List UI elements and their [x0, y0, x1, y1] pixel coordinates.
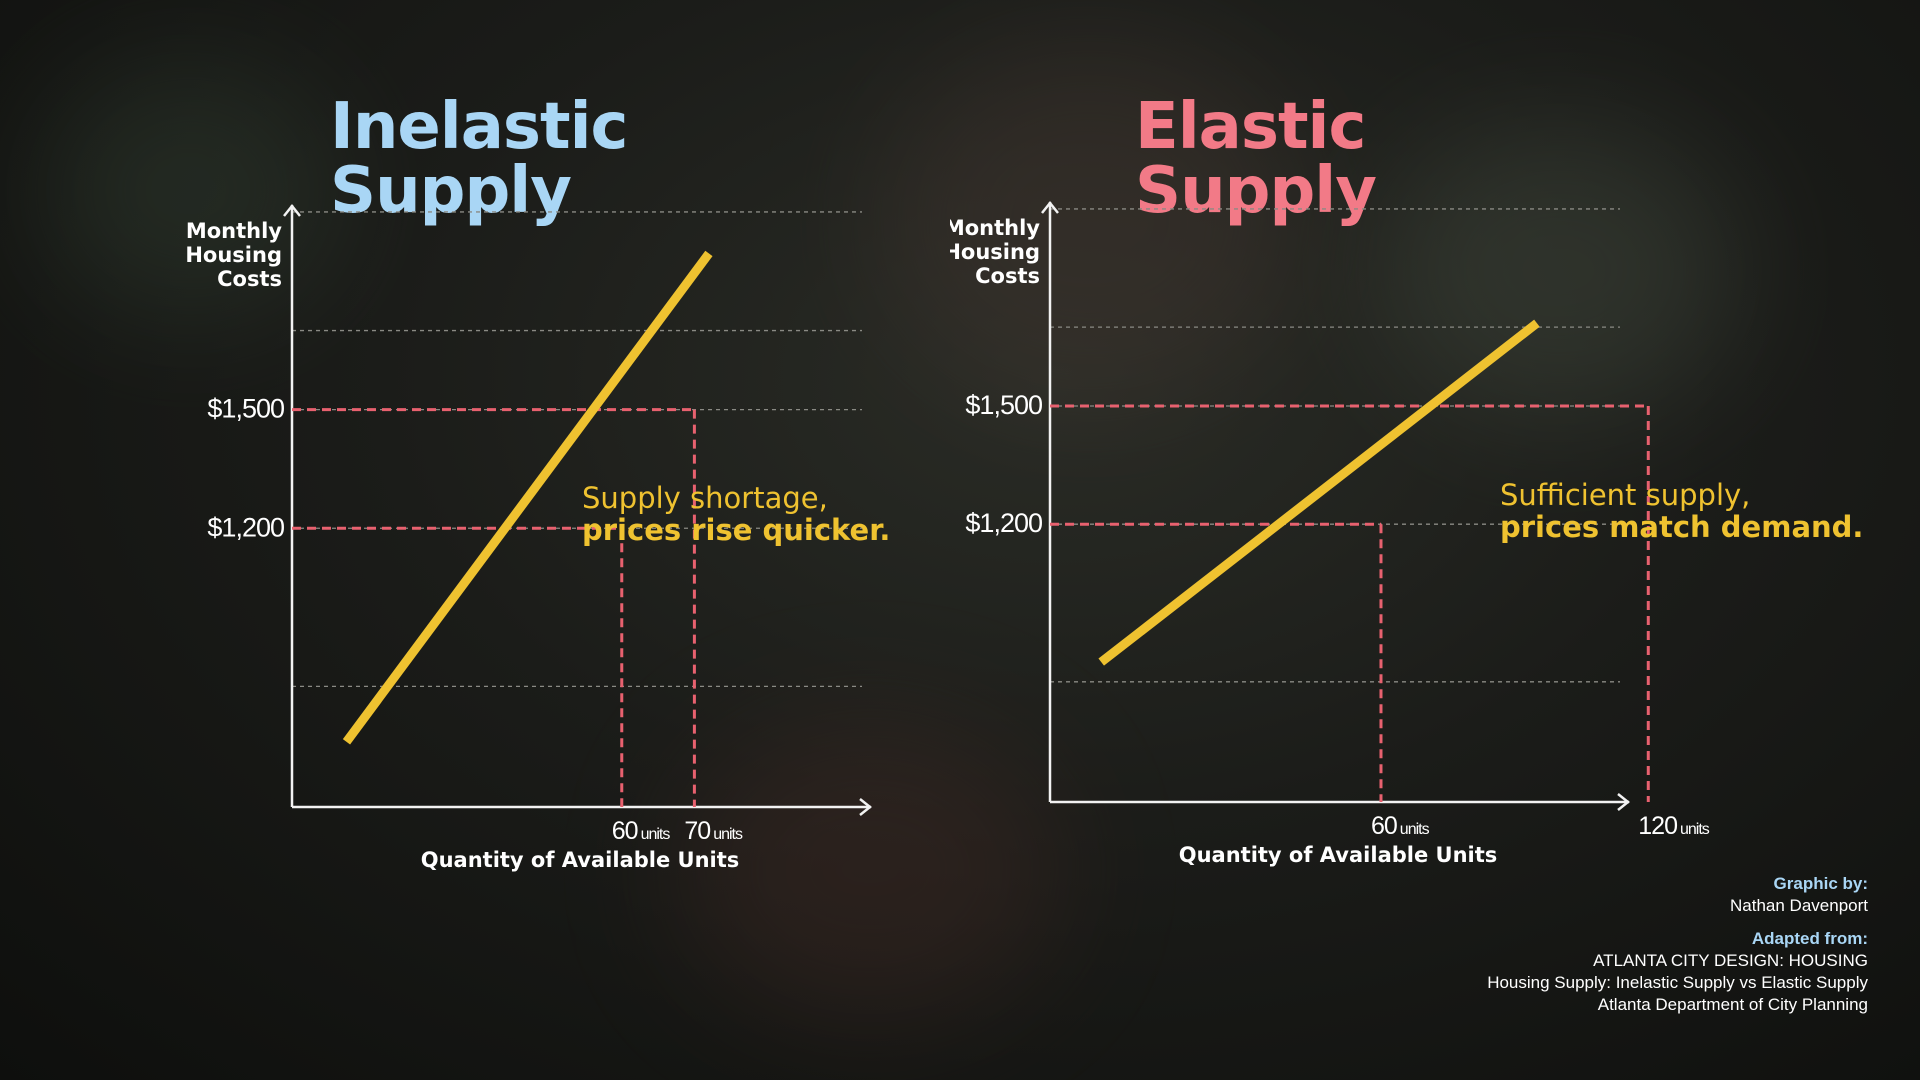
- elastic-supply-title: Elastic Supply: [1135, 90, 1377, 228]
- inelastic-supply-title: Inelastic Supply: [330, 90, 628, 228]
- adapted-source-line: Housing Supply: Inelastic Supply vs Elas…: [1487, 973, 1868, 992]
- y-axis-arrow: [283, 203, 301, 217]
- y-axis-arrow: [1041, 200, 1059, 214]
- y-axis-label: Costs: [975, 264, 1040, 288]
- background-blur: [1380, 120, 1740, 420]
- x-axis-arrow: [859, 798, 873, 816]
- x-axis-arrow: [1617, 793, 1631, 811]
- credits: Graphic by: Nathan Davenport Adapted fro…: [1308, 873, 1868, 1016]
- x-tick-value: 120: [1638, 812, 1677, 840]
- supply-curve: [1098, 319, 1540, 666]
- x-tick-value: 60: [1371, 812, 1397, 840]
- annotation-line: prices rise quicker.: [582, 513, 890, 547]
- x-tick-label: 60 units: [612, 817, 671, 845]
- y-tick-label: $1,500: [207, 394, 284, 424]
- annotation-line: Sufficient supply,: [1500, 478, 1750, 512]
- x-tick-value: 60: [612, 817, 638, 845]
- x-axis-label: Quantity of Available Units: [421, 848, 740, 872]
- y-axis-label: Monthly: [186, 219, 282, 243]
- graphic-by-name: Nathan Davenport: [1730, 896, 1868, 915]
- adapted-from-label: Adapted from:: [1751, 929, 1868, 948]
- background-blur: [680, 720, 1060, 1020]
- y-axis-label: Housing: [185, 243, 282, 267]
- x-tick-unit: units: [641, 826, 671, 843]
- graphic-by-label: Graphic by:: [1773, 874, 1868, 893]
- y-axis-label: Costs: [217, 267, 282, 291]
- adapted-source-line: ATLANTA CITY DESIGN: HOUSING: [1593, 951, 1868, 970]
- x-tick-value: 70: [684, 817, 710, 845]
- y-tick-label: $1,200: [207, 512, 284, 542]
- y-tick-label: $1,200: [965, 508, 1042, 538]
- annotation-line: prices match demand.: [1500, 510, 1863, 544]
- x-axis-label: Quantity of Available Units: [1179, 843, 1498, 867]
- x-tick-unit: units: [1680, 821, 1710, 838]
- background-blur: [40, 60, 340, 320]
- x-tick-label: 70 units: [684, 817, 743, 845]
- background-blur: [880, 40, 1300, 400]
- x-tick-unit: units: [1400, 821, 1430, 838]
- annotation-line: Supply shortage,: [582, 481, 828, 515]
- y-tick-label: $1,500: [965, 390, 1042, 420]
- y-axis-label: Housing: [950, 240, 1040, 264]
- x-tick-label: 120 units: [1638, 812, 1710, 840]
- supply-curve: [342, 250, 713, 745]
- y-axis-label: Monthly: [950, 216, 1040, 240]
- x-tick-unit: units: [713, 826, 743, 843]
- adapted-source-line: Atlanta Department of City Planning: [1597, 995, 1868, 1014]
- x-tick-label: 60 units: [1371, 812, 1430, 840]
